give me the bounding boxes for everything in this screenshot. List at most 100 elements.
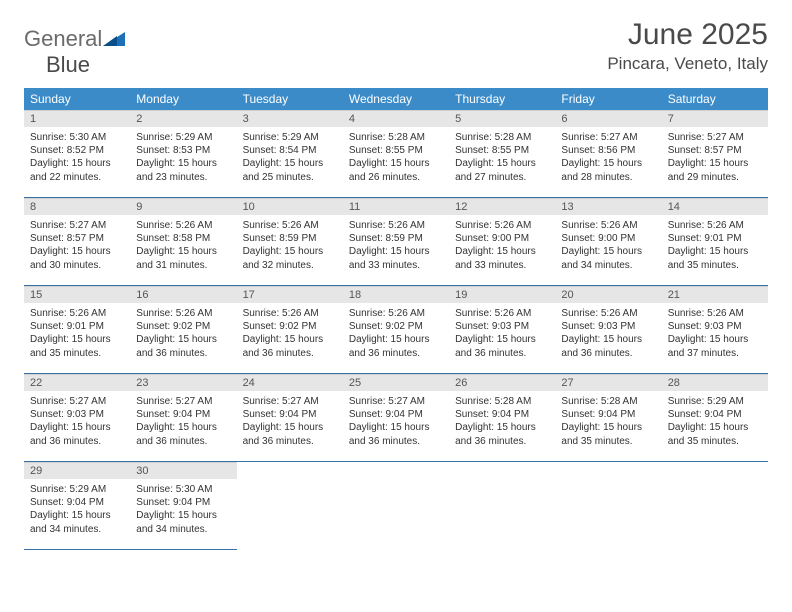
calendar-table: SundayMondayTuesdayWednesdayThursdayFrid… [24,88,768,550]
day-body: Sunrise: 5:27 AMSunset: 8:56 PMDaylight:… [555,127,661,197]
day-body: Sunrise: 5:27 AMSunset: 9:04 PMDaylight:… [237,391,343,461]
sunrise-line: Sunrise: 5:26 AM [30,307,124,320]
sunrise-line: Sunrise: 5:26 AM [349,307,443,320]
sunset-line: Sunset: 9:02 PM [349,320,443,333]
daylight-line: Daylight: 15 hours and 36 minutes. [136,333,230,359]
day-number: 8 [24,198,130,215]
daylight-line: Daylight: 15 hours and 36 minutes. [30,421,124,447]
day-number: 18 [343,286,449,303]
sunrise-line: Sunrise: 5:27 AM [136,395,230,408]
day-number: 23 [130,374,236,391]
week-row: 22Sunrise: 5:27 AMSunset: 9:03 PMDayligh… [24,374,768,462]
sunset-line: Sunset: 9:03 PM [30,408,124,421]
sunrise-line: Sunrise: 5:27 AM [243,395,337,408]
daylight-line: Daylight: 15 hours and 36 minutes. [455,421,549,447]
day-body: Sunrise: 5:28 AMSunset: 9:04 PMDaylight:… [449,391,555,461]
day-number: 14 [662,198,768,215]
week-row: 1Sunrise: 5:30 AMSunset: 8:52 PMDaylight… [24,110,768,198]
sunset-line: Sunset: 9:03 PM [561,320,655,333]
sunrise-line: Sunrise: 5:26 AM [561,307,655,320]
day-cell: 24Sunrise: 5:27 AMSunset: 9:04 PMDayligh… [237,374,343,462]
day-number: 7 [662,110,768,127]
daylight-line: Daylight: 15 hours and 32 minutes. [243,245,337,271]
day-cell: 17Sunrise: 5:26 AMSunset: 9:02 PMDayligh… [237,286,343,374]
daylight-line: Daylight: 15 hours and 30 minutes. [30,245,124,271]
day-number: 11 [343,198,449,215]
sunrise-line: Sunrise: 5:28 AM [349,131,443,144]
day-number: 5 [449,110,555,127]
day-cell: 4Sunrise: 5:28 AMSunset: 8:55 PMDaylight… [343,110,449,198]
day-body: Sunrise: 5:28 AMSunset: 8:55 PMDaylight:… [449,127,555,197]
day-cell: 27Sunrise: 5:28 AMSunset: 9:04 PMDayligh… [555,374,661,462]
day-cell: 6Sunrise: 5:27 AMSunset: 8:56 PMDaylight… [555,110,661,198]
sunset-line: Sunset: 8:52 PM [30,144,124,157]
day-body: Sunrise: 5:27 AMSunset: 8:57 PMDaylight:… [662,127,768,197]
sunset-line: Sunset: 9:00 PM [455,232,549,245]
daylight-line: Daylight: 15 hours and 35 minutes. [668,421,762,447]
sunrise-line: Sunrise: 5:26 AM [668,307,762,320]
day-number: 10 [237,198,343,215]
sunset-line: Sunset: 9:04 PM [30,496,124,509]
day-body: Sunrise: 5:26 AMSunset: 9:01 PMDaylight:… [24,303,130,373]
week-row: 29Sunrise: 5:29 AMSunset: 9:04 PMDayligh… [24,462,768,550]
day-cell: . [662,462,768,550]
day-cell: 30Sunrise: 5:30 AMSunset: 9:04 PMDayligh… [130,462,236,550]
daylight-line: Daylight: 15 hours and 36 minutes. [136,421,230,447]
sunset-line: Sunset: 8:54 PM [243,144,337,157]
daylight-line: Daylight: 15 hours and 25 minutes. [243,157,337,183]
day-number: 15 [24,286,130,303]
day-cell: 20 Sunrise: 5:26 AMSunset: 9:03 PMDayligh… [555,286,661,374]
day-cell: 7Sunrise: 5:27 AMSunset: 8:57 PMDaylight… [662,110,768,198]
day-body: Sunrise: 5:26 AMSunset: 8:59 PMDaylight:… [237,215,343,285]
sunset-line: Sunset: 9:04 PM [136,408,230,421]
day-number: 29 [24,462,130,479]
day-cell: 12Sunrise: 5:26 AMSunset: 9:00 PMDayligh… [449,198,555,286]
daylight-line: Daylight: 15 hours and 36 minutes. [561,333,655,359]
day-body: Sunrise: 5:26 AMSunset: 9:02 PMDaylight:… [130,303,236,373]
sunrise-line: Sunrise: 5:29 AM [668,395,762,408]
day-number: 30 [130,462,236,479]
sunset-line: Sunset: 9:04 PM [136,496,230,509]
day-body: Sunrise: 5:26 AMSunset: 8:59 PMDaylight:… [343,215,449,285]
day-body: Sunrise: 5:27 AMSunset: 8:57 PMDaylight:… [24,215,130,285]
day-number: 20 [555,286,661,303]
day-cell: 29Sunrise: 5:29 AMSunset: 9:04 PMDayligh… [24,462,130,550]
day-number: 1 [24,110,130,127]
daylight-line: Daylight: 15 hours and 28 minutes. [561,157,655,183]
day-cell: 5Sunrise: 5:28 AMSunset: 8:55 PMDaylight… [449,110,555,198]
sunrise-line: Sunrise: 5:29 AM [30,483,124,496]
sunset-line: Sunset: 9:04 PM [243,408,337,421]
daylight-line: Daylight: 15 hours and 34 minutes. [561,245,655,271]
day-cell: 26Sunrise: 5:28 AMSunset: 9:04 PMDayligh… [449,374,555,462]
day-number: 6 [555,110,661,127]
day-body: Sunrise: 5:27 AMSunset: 9:04 PMDaylight:… [343,391,449,461]
day-cell: 8Sunrise: 5:27 AMSunset: 8:57 PMDaylight… [24,198,130,286]
daylight-line: Daylight: 15 hours and 36 minutes. [243,421,337,447]
day-body: Sunrise: 5:26 AMSunset: 9:02 PMDaylight:… [237,303,343,373]
sunrise-line: Sunrise: 5:26 AM [243,219,337,232]
weekday-header: Sunday [24,88,130,110]
sunset-line: Sunset: 9:01 PM [668,232,762,245]
logo-word-blue: Blue [46,52,90,77]
day-cell: . [343,462,449,550]
sunrise-line: Sunrise: 5:28 AM [455,395,549,408]
sunrise-line: Sunrise: 5:26 AM [136,219,230,232]
day-body: Sunrise: 5:30 AMSunset: 9:04 PMDaylight:… [130,479,236,549]
sunset-line: Sunset: 8:53 PM [136,144,230,157]
daylight-line: Daylight: 15 hours and 36 minutes. [349,421,443,447]
sunset-line: Sunset: 9:03 PM [455,320,549,333]
logo-word-general: General [24,26,102,51]
day-cell: 25Sunrise: 5:27 AMSunset: 9:04 PMDayligh… [343,374,449,462]
sunset-line: Sunset: 9:00 PM [561,232,655,245]
day-cell: 3Sunrise: 5:29 AMSunset: 8:54 PMDaylight… [237,110,343,198]
day-cell: 9Sunrise: 5:26 AMSunset: 8:58 PMDaylight… [130,198,236,286]
day-cell: 22Sunrise: 5:27 AMSunset: 9:03 PMDayligh… [24,374,130,462]
daylight-line: Daylight: 15 hours and 33 minutes. [349,245,443,271]
day-body: Sunrise: 5:29 AMSunset: 9:04 PMDaylight:… [24,479,130,549]
sunset-line: Sunset: 8:57 PM [30,232,124,245]
sunset-line: Sunset: 8:55 PM [349,144,443,157]
day-number: 21 [662,286,768,303]
sunrise-line: Sunrise: 5:27 AM [30,219,124,232]
daylight-line: Daylight: 15 hours and 36 minutes. [349,333,443,359]
day-number: 24 [237,374,343,391]
